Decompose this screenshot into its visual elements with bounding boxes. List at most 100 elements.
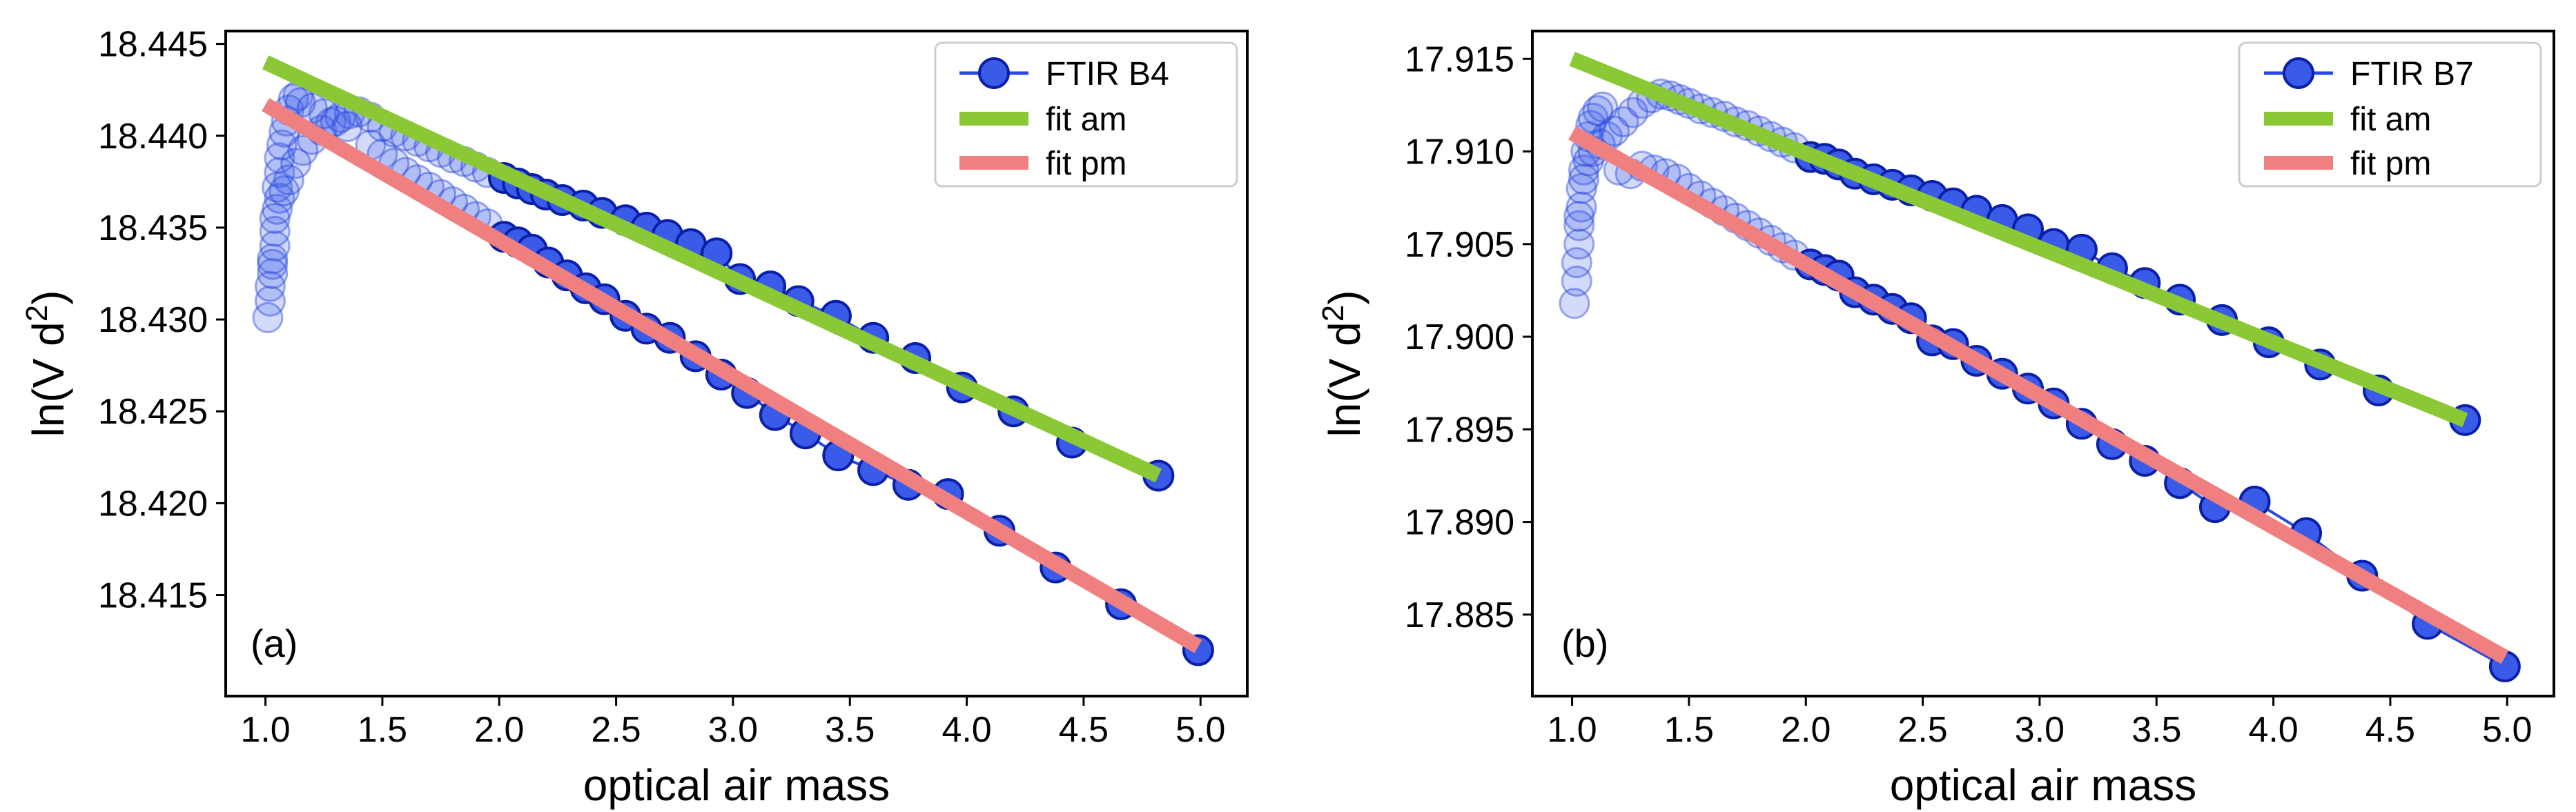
panel-b-y-tick-label: 17.900	[1405, 317, 1514, 357]
panel-b-fit-am-line	[1569, 52, 2468, 428]
panel-b-y-tick-label: 17.895	[1405, 410, 1514, 450]
panel-b-faded-point	[1561, 247, 1592, 279]
panel-b-legend-label-am: fit am	[2350, 101, 2431, 138]
panel-b-x-tick-label: 3.5	[2131, 710, 2181, 750]
panel-b-faded-point	[1565, 172, 1597, 204]
panel-b-faded-point	[1559, 288, 1590, 319]
panel-a-y-tick-label: 18.425	[98, 392, 208, 432]
panel-a-faded-point	[259, 215, 291, 247]
panel-a-faded-point	[273, 164, 304, 196]
panel-b-y-tick-label: 17.905	[1405, 225, 1514, 265]
panel-a-faded-point	[264, 157, 295, 188]
panel-a-faded-point	[254, 285, 286, 317]
panel-a-x-tick-label: 3.5	[825, 710, 875, 750]
panel-a-faded-point	[257, 248, 289, 280]
panel-a-plot-area	[252, 55, 1214, 666]
panel-b-x-tick-label: 3.0	[2015, 710, 2065, 750]
panel-a-y-axis-title: ln(V d2)	[20, 290, 73, 437]
panel-a: 1.0 1.5 2.0 2.5 3.0 3.5 4.0 4.5 5.0 18.415 18.420…	[20, 25, 1249, 810]
panel-a-legend-label-am: fit am	[1046, 101, 1126, 138]
panel-a-fit-pm-line	[262, 98, 1202, 653]
panel-b-faded-point	[1568, 154, 1600, 186]
panel-b-faded-point	[1617, 97, 1649, 128]
panel-b-x-tick-label: 1.0	[1547, 710, 1597, 750]
panel-a-legend-marker-data	[978, 57, 1010, 89]
panel-a-x-tick-label: 2.5	[591, 710, 641, 750]
panel-a-legend: FTIR B4 fit am fit pm	[934, 41, 1238, 188]
panel-a-legend-label-pm: fit pm	[1046, 146, 1126, 182]
panel-a-y-tick-label: 18.440	[98, 117, 208, 157]
panel-a-faded-point	[269, 175, 300, 207]
panel-b-x-ticks: 1.0 1.5 2.0 2.5 3.0 3.5 4.0 4.5 5.0	[1547, 696, 2532, 750]
panel-b-x-axis-title: optical air mass	[1890, 760, 2197, 810]
panel-a-faded-point	[262, 171, 293, 203]
panel-b-y-tick-label: 17.910	[1405, 132, 1514, 172]
panel-b-faded-point	[1563, 210, 1595, 241]
panel-a-faded-point	[262, 193, 293, 225]
panel-a-label: (a)	[251, 622, 297, 665]
panel-a-faded-point	[266, 129, 297, 161]
panel-b-y-tick-label: 17.885	[1405, 595, 1514, 635]
panel-a-faded-point	[264, 142, 295, 174]
panel-b-faded-point	[1565, 191, 1597, 223]
panel-a-x-ticks: 1.0 1.5 2.0 2.5 3.0 3.5 4.0 4.5 5.0	[240, 696, 1225, 750]
panel-b-y-tick-label: 17.890	[1405, 503, 1514, 543]
panel-b-x-tick-label: 2.0	[1781, 710, 1831, 750]
panel-a-faded-point	[264, 182, 295, 214]
panel-b-y-tick-label: 17.915	[1405, 39, 1514, 79]
panel-a-y-tick-label: 18.445	[98, 25, 208, 65]
panel-b-faded-point	[1563, 228, 1595, 260]
panel-a-y-ticks: 18.415 18.420 18.425 18.430 18.435 18.440 18.4…	[98, 25, 226, 616]
panel-a-faded-point	[257, 258, 289, 290]
panel-b-faded-point	[1563, 201, 1595, 232]
panel-a-faded-point	[257, 243, 289, 275]
panel-a-y-tick-label: 18.415	[98, 576, 208, 616]
panel-b-faded-point	[1568, 164, 1600, 195]
panel-a-faded-point	[280, 148, 312, 179]
panel-a-y-tick-label: 18.420	[98, 484, 208, 524]
panel-b-frame	[1531, 30, 2555, 697]
panel-b-legend: FTIR B7 fit am fit pm	[2238, 41, 2542, 188]
panel-a-fit-am-line	[262, 55, 1162, 483]
panel-a-faded-point	[331, 110, 363, 142]
panel-b-x-tick-label: 4.5	[2365, 710, 2415, 750]
panel-a-y-tick-label: 18.430	[98, 300, 208, 340]
panel-a-x-tick-label: 4.0	[941, 710, 991, 750]
panel-b-x-tick-label: 2.5	[1897, 710, 1947, 750]
panel-b-faded-point	[1577, 102, 1609, 134]
panel-b-legend-label-pm: fit pm	[2350, 146, 2431, 182]
panel-b-y-axis-title: ln(V d2)	[1316, 290, 1369, 437]
panel-a-legend-label-data: FTIR B4	[1046, 56, 1169, 92]
panel-b-label: (b)	[1561, 622, 1608, 665]
panel-b-legend-label-data: FTIR B7	[2350, 56, 2474, 92]
panel-a-faded-point	[287, 135, 319, 166]
panel-a-x-tick-label: 3.0	[708, 710, 758, 750]
panel-a-faded-point	[254, 270, 286, 302]
panel-a-frame	[224, 30, 1249, 697]
panel-b-faded-point	[1599, 115, 1630, 147]
panel-b-plot-area	[1559, 52, 2521, 683]
panel-a-y-tick-label: 18.435	[98, 208, 208, 248]
panel-a-faded-point	[296, 92, 328, 124]
panel-b: 1.0 1.5 2.0 2.5 3.0 3.5 4.0 4.5 5.0 17.885 17.890…	[1316, 30, 2555, 810]
panel-a-faded-point	[259, 230, 291, 262]
panel-a-x-tick-label: 4.5	[1059, 710, 1109, 750]
panel-a-x-axis-title: optical air mass	[583, 760, 890, 810]
panel-b-legend-box	[2238, 41, 2542, 188]
panel-b-faded-point	[1582, 95, 1614, 126]
panel-a-faded-point	[320, 105, 351, 137]
panel-a-faded-point	[308, 98, 340, 130]
panel-a-faded-point	[259, 203, 291, 235]
panel-a-x-tick-label: 5.0	[1175, 710, 1225, 750]
panel-b-faded-point	[1587, 91, 1619, 123]
panel-a-x-tick-label: 1.5	[358, 710, 407, 750]
panel-a-x-tick-label: 2.0	[474, 710, 524, 750]
panel-a-legend-box	[934, 41, 1238, 188]
panel-b-legend-marker-data	[2283, 57, 2314, 89]
panel-b-y-ticks: 17.885 17.890 17.895 17.900 17.905 17.910 17.9…	[1405, 39, 1532, 635]
panel-b-faded-point	[1561, 266, 1592, 297]
panel-b-x-tick-label: 1.5	[1664, 710, 1714, 750]
panel-b-x-tick-label: 5.0	[2482, 710, 2532, 750]
panel-b-x-tick-label: 4.0	[2248, 710, 2298, 750]
